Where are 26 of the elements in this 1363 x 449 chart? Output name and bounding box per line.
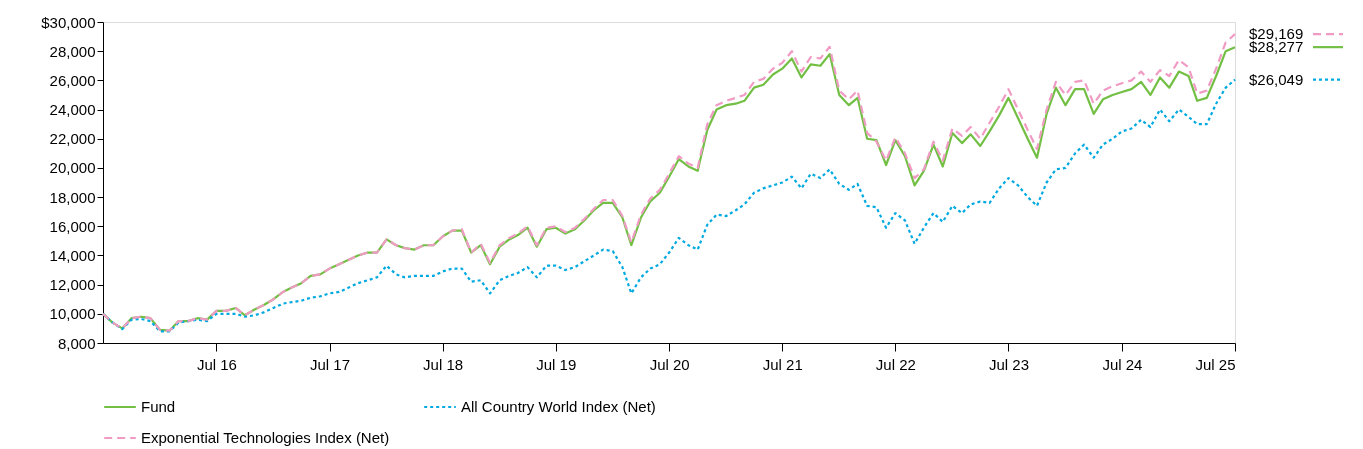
y-tick-label: $30,000 <box>41 13 96 31</box>
x-tick-label: Jul 19 <box>536 355 577 373</box>
y-tick-label: 26,000 <box>49 71 96 89</box>
x-tick-label: Jul 20 <box>649 355 690 373</box>
x-tick-label: Jul 18 <box>423 355 464 373</box>
data-label: $26,049 <box>1249 70 1304 88</box>
y-tick-label: 18,000 <box>49 188 96 206</box>
y-tick-label: 14,000 <box>49 246 96 264</box>
legend-label: Exponential Technologies Index (Net) <box>141 429 390 446</box>
x-tick-label: Jul 25 <box>1195 355 1236 373</box>
y-tick-label: 16,000 <box>49 217 96 235</box>
y-tick-label: 12,000 <box>49 276 96 294</box>
x-tick-label: Jul 22 <box>875 355 916 373</box>
legend-label: All Country World Index (Net) <box>461 398 656 415</box>
legend-label: Fund <box>141 398 176 415</box>
y-tick-label: 28,000 <box>49 42 96 60</box>
y-tick-label: 10,000 <box>49 305 96 323</box>
x-tick-label: Jul 21 <box>762 355 803 373</box>
x-tick-label: Jul 24 <box>1102 355 1143 373</box>
y-tick-label: 20,000 <box>49 159 96 177</box>
y-tick-label: 22,000 <box>49 130 96 148</box>
y-tick-label: 24,000 <box>49 101 96 119</box>
y-tick-label: 8,000 <box>57 334 96 352</box>
x-tick-label: Jul 16 <box>196 355 237 373</box>
x-tick-label: Jul 23 <box>988 355 1029 373</box>
x-tick-label: Jul 17 <box>310 355 351 373</box>
